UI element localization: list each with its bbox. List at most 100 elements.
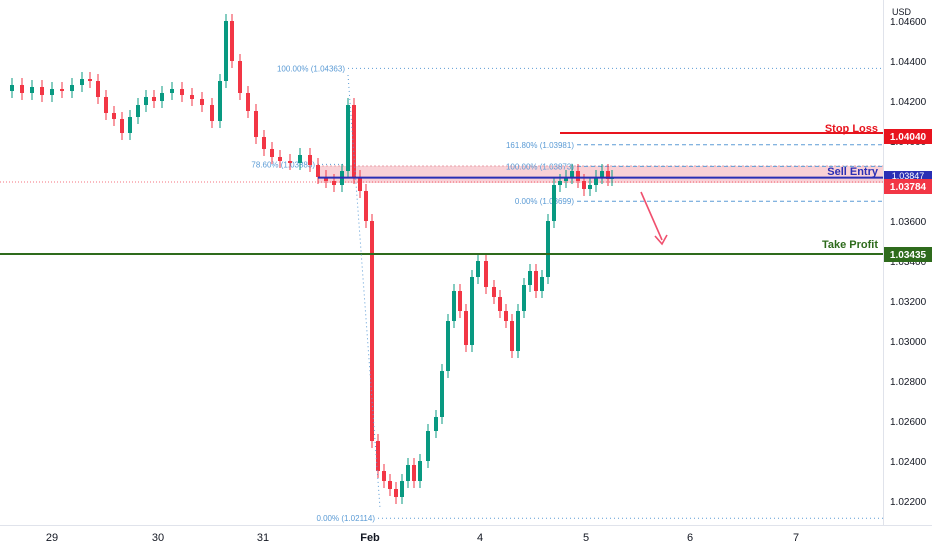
y-tick-label: 1.04600 xyxy=(890,17,927,28)
candle-body xyxy=(224,21,228,81)
candle-body xyxy=(104,97,108,113)
x-tick-label: 29 xyxy=(46,532,58,544)
candle-body xyxy=(370,221,374,441)
candle-body xyxy=(510,321,514,351)
candle-body xyxy=(308,155,312,165)
candle-body xyxy=(262,137,266,149)
candle-body xyxy=(218,81,222,121)
candle-body xyxy=(112,113,116,119)
candle-body xyxy=(606,171,610,179)
candle-body xyxy=(50,89,54,95)
currency-label: USD xyxy=(892,7,912,17)
fib-left-label: 78.60% (1.03883) xyxy=(251,160,315,169)
sell-entry-label: Sell Entry xyxy=(827,166,879,178)
y-tick-label: 1.03600 xyxy=(890,217,927,228)
fib-right-label: 161.80% (1.03981) xyxy=(506,141,574,150)
candle-body xyxy=(546,221,550,277)
candle-body xyxy=(476,261,480,277)
candle-body xyxy=(440,371,444,417)
candle-body xyxy=(352,105,356,177)
candle-body xyxy=(426,431,430,461)
take-profit-badge: 1.03435 xyxy=(884,247,932,262)
fib-right-label: 0.00% (1.03699) xyxy=(515,197,574,206)
candle-body xyxy=(576,171,580,181)
sell-entry-badge: 1.03784 xyxy=(884,179,932,194)
fib-left-diagonal xyxy=(347,74,381,509)
stop-loss-price: 1.04040 xyxy=(890,132,927,143)
candle-body xyxy=(452,291,456,321)
candle-body xyxy=(170,89,174,93)
candle-body xyxy=(288,161,292,163)
candle-body xyxy=(498,297,502,311)
candle-body xyxy=(298,155,302,163)
candle-body xyxy=(270,149,274,157)
y-tick-label: 1.04400 xyxy=(890,57,927,68)
candle-body xyxy=(246,93,250,111)
candle-body xyxy=(400,481,404,497)
fib-left-label: 0.00% (1.02114) xyxy=(316,514,375,523)
candle-body xyxy=(346,105,350,171)
candle-body xyxy=(470,277,474,345)
x-tick-label: 30 xyxy=(152,532,164,544)
candle-body xyxy=(528,271,532,285)
candle-body xyxy=(570,171,574,177)
y-tick-label: 1.03200 xyxy=(890,297,927,308)
y-tick-label: 1.03400 xyxy=(890,257,927,268)
y-tick-label: 1.02400 xyxy=(890,457,927,468)
x-tick-label: 6 xyxy=(687,532,693,544)
candle-body xyxy=(492,287,496,297)
candle-body xyxy=(406,465,410,481)
candle-body xyxy=(40,87,44,95)
candle-body xyxy=(394,489,398,497)
candle-body xyxy=(382,471,386,481)
candle-body xyxy=(190,95,194,99)
candle-body xyxy=(152,97,156,101)
candle-body xyxy=(600,171,604,177)
candle-body xyxy=(552,185,556,221)
candle-body xyxy=(446,321,450,371)
candle-body xyxy=(136,105,140,117)
candle-body xyxy=(70,85,74,91)
candle-body xyxy=(278,157,282,161)
candle-body xyxy=(388,481,392,489)
candle-body xyxy=(558,181,562,185)
x-tick-label: 5 xyxy=(583,532,589,544)
candle-body xyxy=(516,311,520,351)
candle-body xyxy=(230,21,234,61)
entry-badge-price: 1.03847 xyxy=(892,171,925,181)
candle-body xyxy=(358,177,362,191)
candle-body xyxy=(316,165,320,177)
candle-body xyxy=(96,81,100,97)
entry-badge: 1.03847 xyxy=(884,171,932,181)
candle-body xyxy=(412,465,416,481)
candle-body xyxy=(238,61,242,93)
candle-body xyxy=(88,79,92,81)
candle-body xyxy=(20,85,24,93)
candle-body xyxy=(484,261,488,287)
candle-body xyxy=(332,181,336,185)
candle-body xyxy=(144,97,148,105)
candle-body xyxy=(160,93,164,101)
candle-body xyxy=(504,311,508,321)
candle-body xyxy=(582,181,586,189)
candle-body xyxy=(30,87,34,93)
candle-body xyxy=(180,89,184,95)
candle-body xyxy=(10,85,14,91)
take-profit-price: 1.03435 xyxy=(890,250,927,261)
candle-body xyxy=(540,277,544,291)
stop-loss-badge: 1.04040 xyxy=(884,129,932,144)
x-tick-label: 31 xyxy=(257,532,269,544)
candle-body xyxy=(210,105,214,121)
candle-body xyxy=(200,99,204,105)
candle-body xyxy=(376,441,380,471)
candle-body xyxy=(564,177,568,181)
x-tick-label: 7 xyxy=(793,532,799,544)
candle-body xyxy=(254,111,258,137)
candle-body xyxy=(588,185,592,189)
candle-body xyxy=(418,461,422,481)
fib-left-label: 100.00% (1.04363) xyxy=(277,64,345,73)
candle-body xyxy=(80,79,84,85)
candle-body xyxy=(364,191,368,221)
